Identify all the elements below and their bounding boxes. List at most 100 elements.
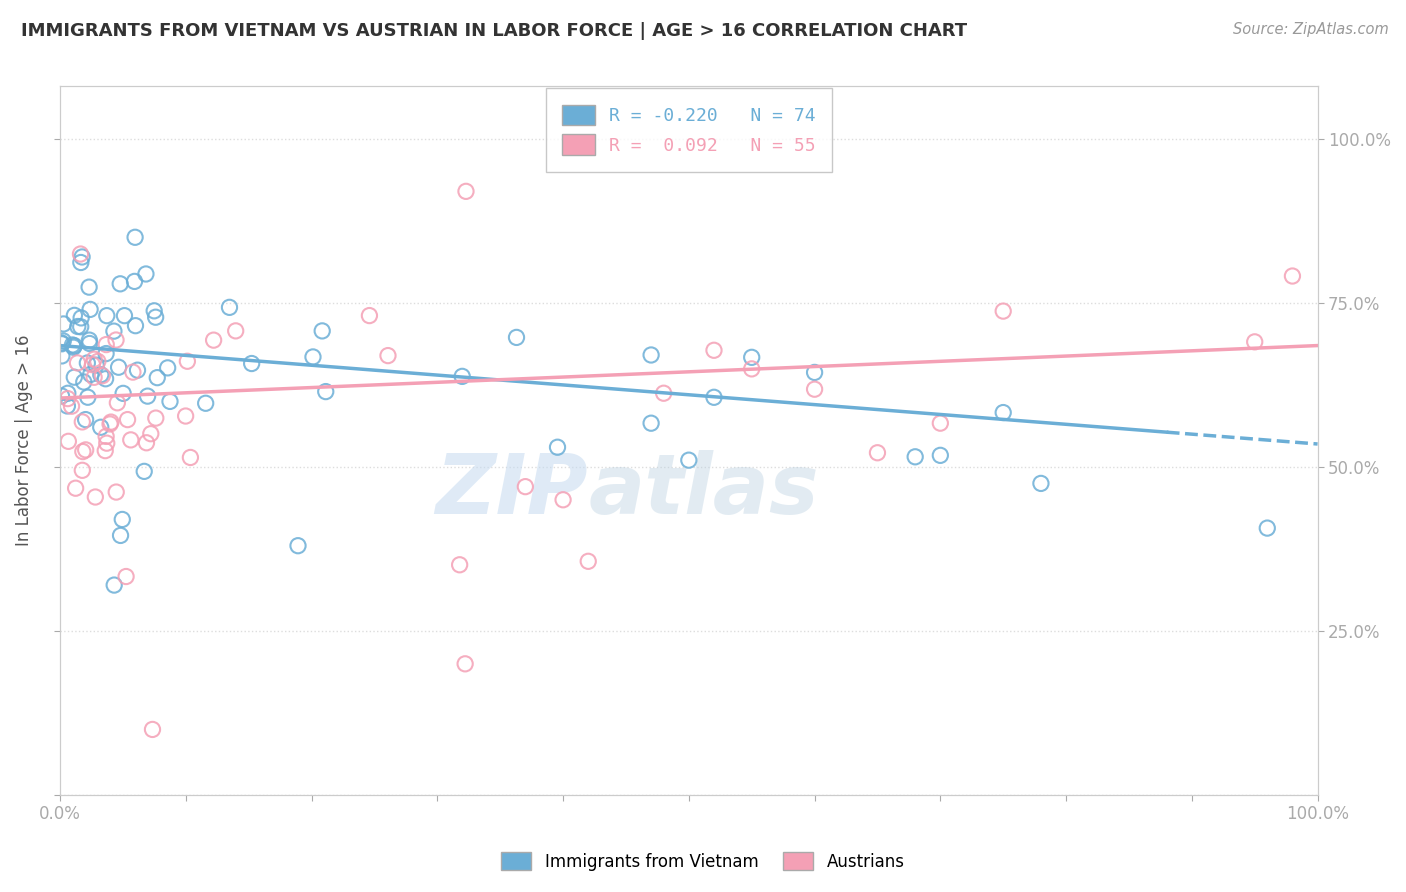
Point <box>58 434 80 449</box>
Point <box>929 416 952 430</box>
Point <box>84 490 107 504</box>
Point <box>1256 521 1278 535</box>
Point <box>96 309 118 323</box>
Point <box>145 310 167 325</box>
Point <box>52 317 75 331</box>
Point <box>70 255 93 269</box>
Point <box>302 350 325 364</box>
Point <box>90 420 112 434</box>
Point <box>75 412 97 426</box>
Point <box>105 333 128 347</box>
Point <box>156 360 179 375</box>
Point <box>120 433 142 447</box>
Point <box>110 528 132 542</box>
Point <box>103 324 125 338</box>
Point <box>176 354 198 368</box>
Point <box>79 302 101 317</box>
Point <box>218 301 240 315</box>
Point <box>139 426 162 441</box>
Point <box>741 362 763 376</box>
Point <box>103 578 125 592</box>
Point <box>174 409 197 423</box>
Point <box>62 338 84 352</box>
Point <box>83 370 105 384</box>
Point <box>135 435 157 450</box>
Point <box>69 319 91 334</box>
Point <box>51 389 73 403</box>
Point <box>65 481 87 495</box>
Point <box>72 415 94 429</box>
Point <box>678 453 700 467</box>
Point <box>70 310 93 325</box>
Point <box>145 411 167 425</box>
Point <box>72 444 94 458</box>
Point <box>96 436 118 450</box>
Point <box>703 390 725 404</box>
Point <box>311 324 333 338</box>
Point <box>96 337 118 351</box>
Point <box>94 443 117 458</box>
Point <box>146 370 169 384</box>
Point <box>117 412 139 426</box>
Point <box>449 558 471 572</box>
Point <box>63 339 86 353</box>
Point <box>451 369 474 384</box>
Point <box>108 277 131 291</box>
Point <box>141 723 163 737</box>
Point <box>66 356 89 370</box>
Point <box>287 539 309 553</box>
Point <box>515 480 537 494</box>
Point <box>107 360 129 375</box>
Point <box>60 399 83 413</box>
Point <box>91 368 114 383</box>
Point <box>62 340 84 354</box>
Point <box>56 386 79 401</box>
Point <box>83 352 105 367</box>
Point <box>87 354 110 368</box>
Point <box>56 392 79 406</box>
Point <box>640 416 662 430</box>
Point <box>993 406 1015 420</box>
Point <box>1243 334 1265 349</box>
Point <box>377 349 399 363</box>
Point <box>112 386 135 401</box>
Point <box>136 389 159 403</box>
Point <box>63 370 86 384</box>
Point <box>94 372 117 386</box>
Point <box>505 330 527 344</box>
Point <box>127 363 149 377</box>
Point <box>741 351 763 365</box>
Point <box>82 358 104 372</box>
Point <box>75 442 97 457</box>
Point <box>134 464 156 478</box>
Point <box>94 346 117 360</box>
Point <box>79 333 101 347</box>
Point <box>79 336 101 351</box>
Point <box>80 368 103 382</box>
Point <box>454 657 477 671</box>
Point <box>52 334 75 348</box>
Point <box>315 384 337 399</box>
Point <box>73 375 96 389</box>
Point <box>66 319 89 334</box>
Point <box>124 230 146 244</box>
Point <box>904 450 927 464</box>
Point <box>122 365 145 379</box>
Point <box>100 415 122 429</box>
Point <box>240 357 263 371</box>
Text: ZIP: ZIP <box>436 450 588 531</box>
Point <box>124 274 146 288</box>
Point <box>179 450 201 465</box>
Point <box>69 247 91 261</box>
Y-axis label: In Labor Force | Age > 16: In Labor Force | Age > 16 <box>15 335 32 547</box>
Point <box>143 303 166 318</box>
Point <box>547 440 569 454</box>
Point <box>803 366 825 380</box>
Point <box>454 185 477 199</box>
Text: atlas: atlas <box>588 450 818 531</box>
Point <box>803 382 825 396</box>
Point <box>63 309 86 323</box>
Point <box>111 512 134 526</box>
Point <box>159 394 181 409</box>
Point <box>551 492 574 507</box>
